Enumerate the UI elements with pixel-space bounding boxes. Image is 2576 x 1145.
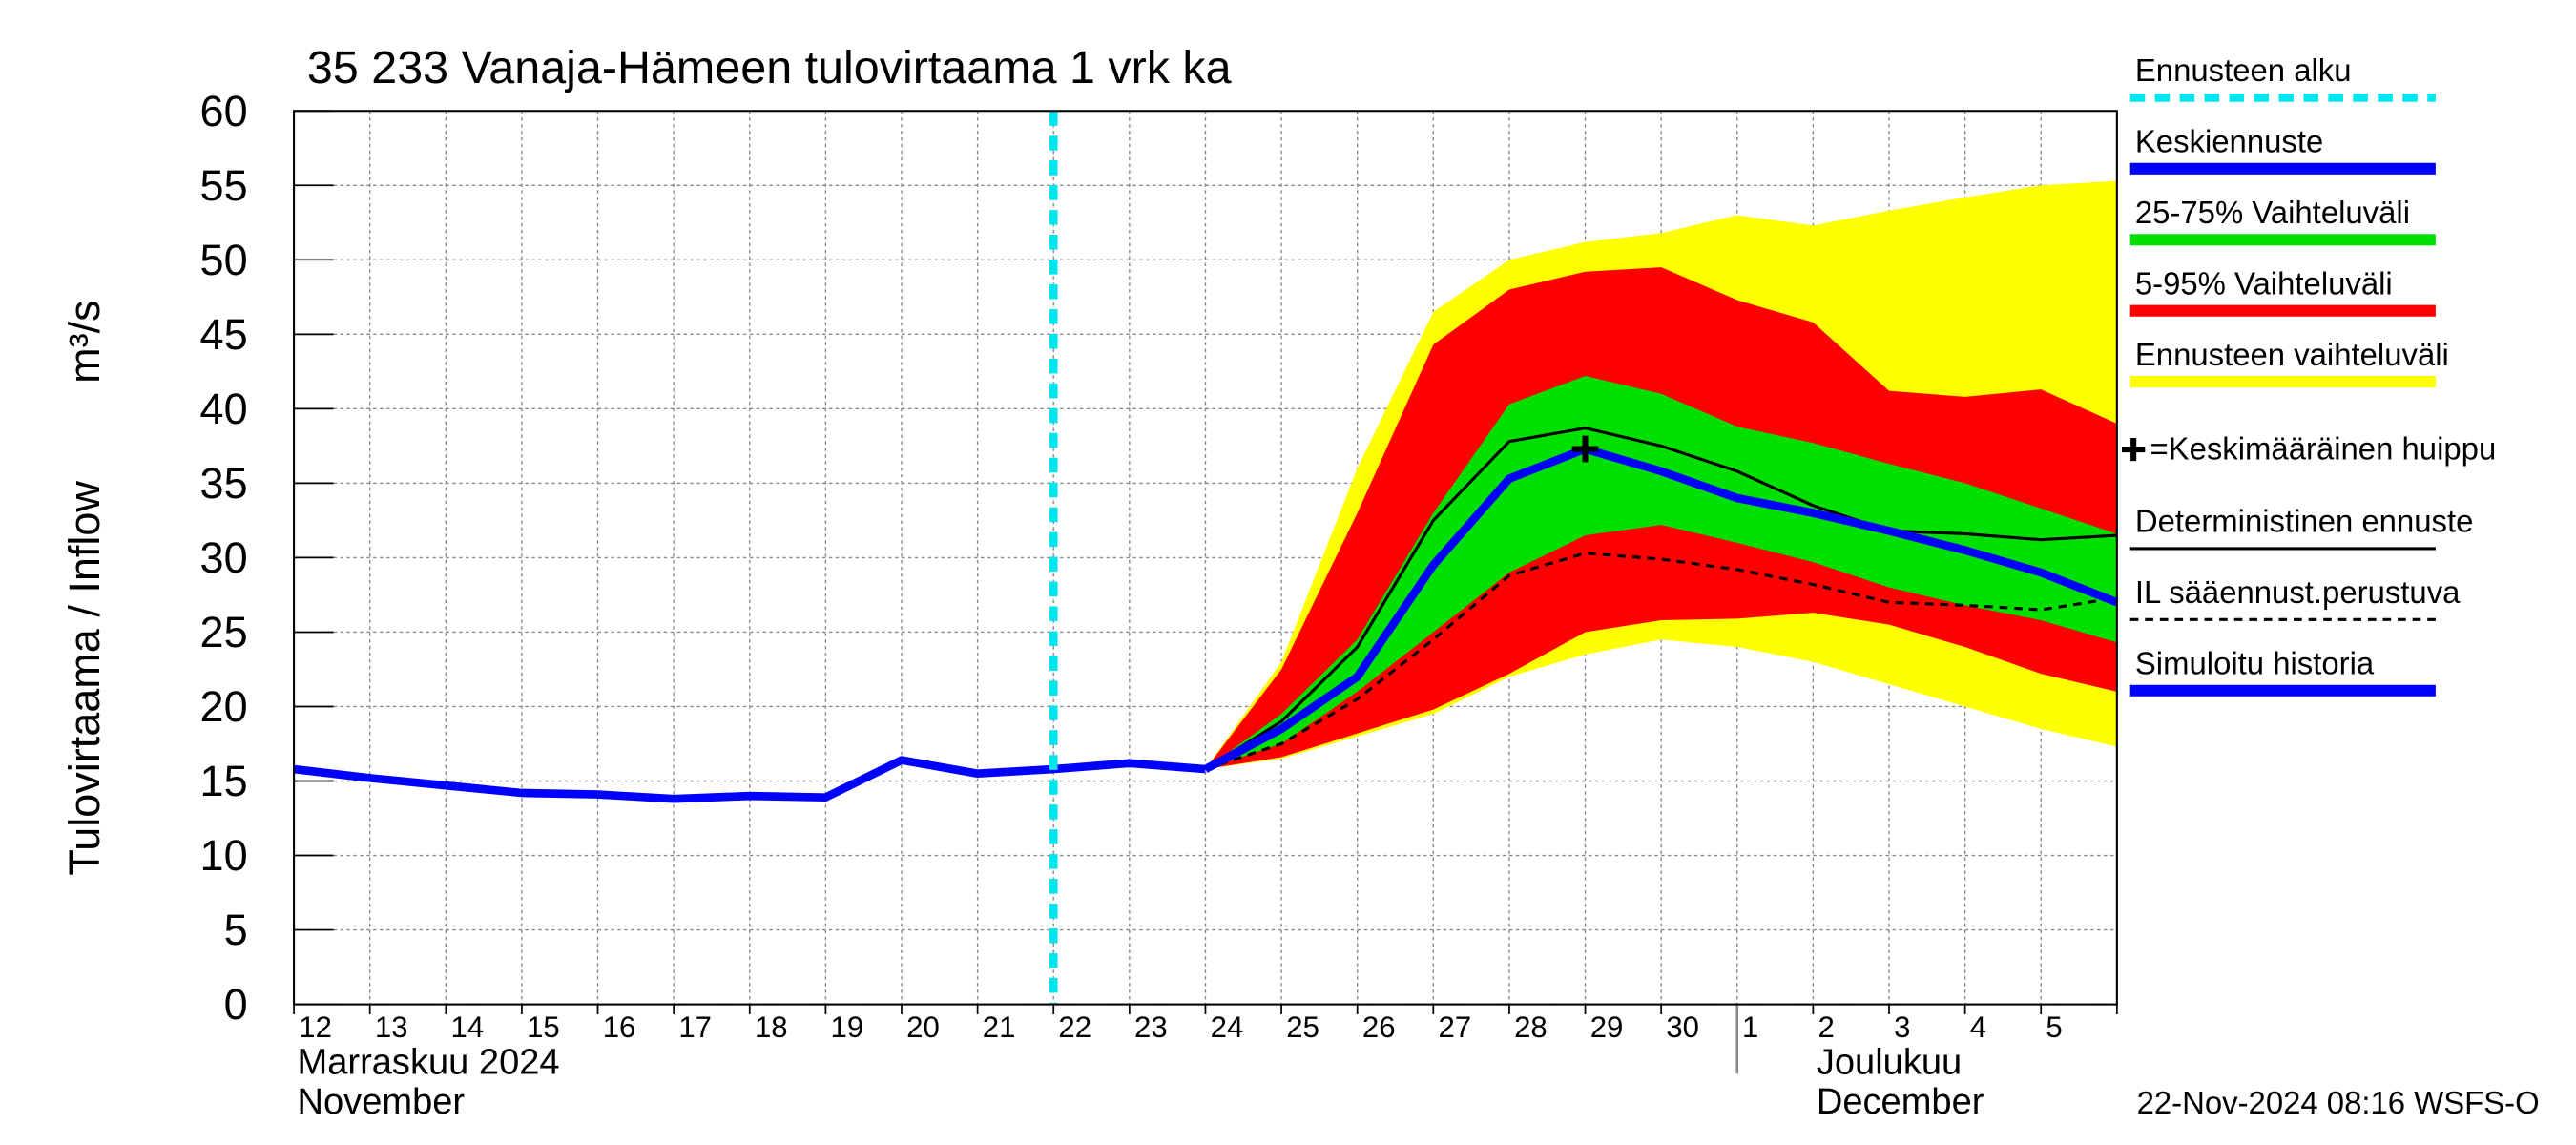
legend-label: 25-75% Vaihteluväli bbox=[2135, 195, 2410, 230]
x-tick-label: 27 bbox=[1438, 1010, 1471, 1044]
x-tick-label: 16 bbox=[603, 1010, 636, 1044]
month-label: December bbox=[1817, 1082, 1984, 1122]
legend-label: IL sääennust.perustuva bbox=[2135, 574, 2461, 610]
x-tick-label: 5 bbox=[2046, 1010, 2062, 1044]
x-tick-label: 28 bbox=[1514, 1010, 1548, 1044]
x-tick-label: 21 bbox=[983, 1010, 1016, 1044]
legend-label: Ennusteen alku bbox=[2135, 52, 2352, 88]
x-tick-label: 24 bbox=[1211, 1010, 1244, 1044]
x-tick-label: 2 bbox=[1818, 1010, 1835, 1044]
legend-symbol bbox=[2122, 437, 2146, 462]
x-tick-label: 1 bbox=[1742, 1010, 1758, 1044]
y-tick-label: 0 bbox=[224, 980, 248, 1029]
band bbox=[1205, 376, 2117, 770]
x-tick-label: 4 bbox=[1970, 1010, 1986, 1044]
y-tick-label: 5 bbox=[224, 906, 248, 954]
x-tick-label: 17 bbox=[678, 1010, 712, 1044]
x-tick-label: 30 bbox=[1666, 1010, 1699, 1044]
y-tick-label: 45 bbox=[200, 310, 248, 359]
legend-label: Deterministinen ennuste bbox=[2135, 504, 2474, 539]
x-tick-label: 25 bbox=[1286, 1010, 1319, 1044]
x-tick-label: 15 bbox=[527, 1010, 560, 1044]
plot-frame bbox=[293, 110, 2118, 1006]
x-tick-label: 26 bbox=[1362, 1010, 1396, 1044]
month-label: November bbox=[298, 1082, 466, 1122]
y-axis-unit: m³/s bbox=[60, 300, 109, 383]
chart-title: 35 233 Vanaja-Hämeen tulovirtaama 1 vrk … bbox=[307, 42, 1232, 94]
x-tick-label: 13 bbox=[375, 1010, 408, 1044]
month-label: Marraskuu 2024 bbox=[298, 1042, 560, 1082]
legend-label: 5-95% Vaihteluväli bbox=[2135, 265, 2393, 301]
line bbox=[1203, 445, 2119, 773]
x-tick-label: 14 bbox=[450, 1010, 484, 1044]
x-tick-label: 12 bbox=[299, 1010, 332, 1044]
footer: 22-Nov-2024 08:16 WSFS-O bbox=[2137, 1085, 2540, 1120]
month-label: Joulukuu bbox=[1817, 1042, 1962, 1082]
legend-label: Keskiennuste bbox=[2135, 124, 2323, 159]
y-tick-label: 10 bbox=[200, 831, 248, 880]
y-tick-label: 35 bbox=[200, 459, 248, 508]
y-tick-label: 30 bbox=[200, 533, 248, 582]
y-tick-label: 55 bbox=[200, 161, 248, 210]
y-tick-label: 15 bbox=[200, 757, 248, 805]
x-tick-label: 22 bbox=[1058, 1010, 1091, 1044]
peak-marker bbox=[1571, 435, 1599, 463]
legend-label: =Keskimääräinen huippu bbox=[2150, 430, 2496, 466]
y-tick-label: 25 bbox=[200, 608, 248, 656]
x-tick-label: 20 bbox=[906, 1010, 940, 1044]
y-tick-label: 20 bbox=[200, 682, 248, 731]
y-tick-label: 50 bbox=[200, 236, 248, 284]
y-tick-label: 40 bbox=[200, 385, 248, 433]
legend-label: Simuloitu historia bbox=[2135, 645, 2375, 680]
line bbox=[1204, 427, 2117, 771]
x-tick-label: 3 bbox=[1894, 1010, 1910, 1044]
legend-label: Ennusteen vaihteluväli bbox=[2135, 337, 2449, 372]
line bbox=[1204, 552, 2118, 771]
x-tick-label: 19 bbox=[831, 1010, 864, 1044]
x-tick-label: 29 bbox=[1590, 1010, 1624, 1044]
y-axis-label: Tulovirtaama / Inflow bbox=[60, 481, 109, 876]
y-tick-label: 60 bbox=[200, 87, 248, 135]
x-tick-label: 18 bbox=[755, 1010, 788, 1044]
x-tick-label: 23 bbox=[1134, 1010, 1168, 1044]
